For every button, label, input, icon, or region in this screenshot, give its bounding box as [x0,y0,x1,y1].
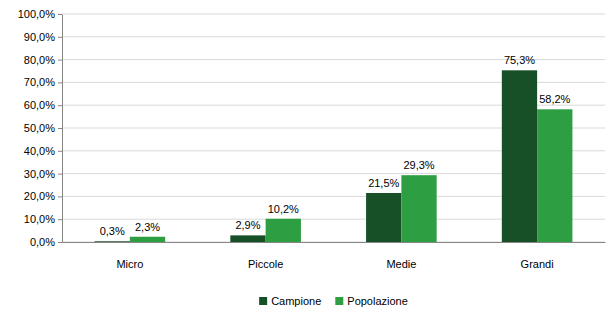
x-tick: Piccole [248,242,283,270]
y-tick-label: 30,0% [24,168,55,180]
y-tick-label: 90,0% [24,31,55,43]
y-tick-mark [58,219,62,220]
y-tick: 40,0% [24,145,62,157]
y-tick-label: 40,0% [24,145,55,157]
y-tick-mark [58,174,62,175]
y-tick: 20,0% [24,190,62,202]
data-label: 10,2% [268,203,299,215]
legend-item: Popolazione [335,295,408,307]
x-tick: Medie [386,242,416,270]
bar [95,241,130,242]
y-tick-mark [58,151,62,152]
data-label: 58,2% [539,93,570,105]
x-tick-label: Medie [386,258,416,270]
y-tick: 70,0% [24,76,62,88]
chart: 0,0% 10,0% 20,0% 30,0% 40,0% 50,0% 60,0% 70,0% 8… [0,0,613,317]
y-tick: 90,0% [24,31,62,43]
x-tick: Grandi [521,242,554,270]
x-axis-line [63,242,606,243]
y-tick-label: 60,0% [24,99,55,111]
y-tick-mark [58,60,62,61]
legend-swatch [335,297,343,305]
y-tick: 80,0% [24,54,62,66]
bar [366,193,401,242]
legend-label: Popolazione [347,295,408,307]
y-tick: 100,0% [18,8,62,20]
y-tick-mark [58,37,62,38]
y-tick-label: 50,0% [24,122,55,134]
y-tick-mark [58,128,62,129]
y-tick: 10,0% [24,213,62,225]
data-label: 21,5% [368,177,399,189]
bar [537,109,572,242]
y-tick-label: 20,0% [24,190,55,202]
y-tick-label: 80,0% [24,54,55,66]
bar [230,235,265,242]
legend-label: Campione [271,295,321,307]
y-tick: 30,0% [24,168,62,180]
y-tick-label: 70,0% [24,76,55,88]
legend-swatch [259,297,267,305]
x-tick: Micro [116,242,143,270]
y-tick: 0,0% [30,236,62,248]
plot-area: 0,0% 10,0% 20,0% 30,0% 40,0% 50,0% 60,0% 70,0% 8… [18,8,606,270]
legend-item: Campione [259,295,321,307]
x-tick-label: Piccole [248,258,283,270]
data-label: 2,9% [235,219,260,231]
y-axis-line [62,15,63,243]
grid-line [62,14,605,15]
data-labels: 0,3% 2,9% 21,5% 75,3% 2,3% 10,2% 29,3% 58,2% [100,54,571,237]
bar [401,175,436,242]
bar [502,70,537,242]
y-tick: 60,0% [24,99,62,111]
y-tick-mark [58,196,62,197]
y-tick-label: 100,0% [18,8,56,20]
bars [95,70,573,242]
y-tick: 50,0% [24,122,62,134]
data-label: 29,3% [403,159,434,171]
y-tick-label: 10,0% [24,213,55,225]
x-tick-label: Micro [116,258,143,270]
y-tick-mark [58,14,62,15]
bar [266,219,301,242]
y-tick-mark [58,105,62,106]
grid-line [62,36,605,37]
y-tick-label: 0,0% [30,236,55,248]
y-tick-mark [58,82,62,83]
y-tick-mark [58,242,62,243]
grid [62,14,605,242]
data-label: 75,3% [504,54,535,66]
data-label: 2,3% [135,221,160,233]
y-axis: 0,0% 10,0% 20,0% 30,0% 40,0% 50,0% 60,0% 70,0% 8… [18,8,63,248]
legend: Campione Popolazione [259,295,408,307]
bar [130,237,165,242]
data-label: 0,3% [100,225,125,237]
x-tick-label: Grandi [521,258,554,270]
x-axis: Micro Piccole Medie Grandi [63,242,606,270]
